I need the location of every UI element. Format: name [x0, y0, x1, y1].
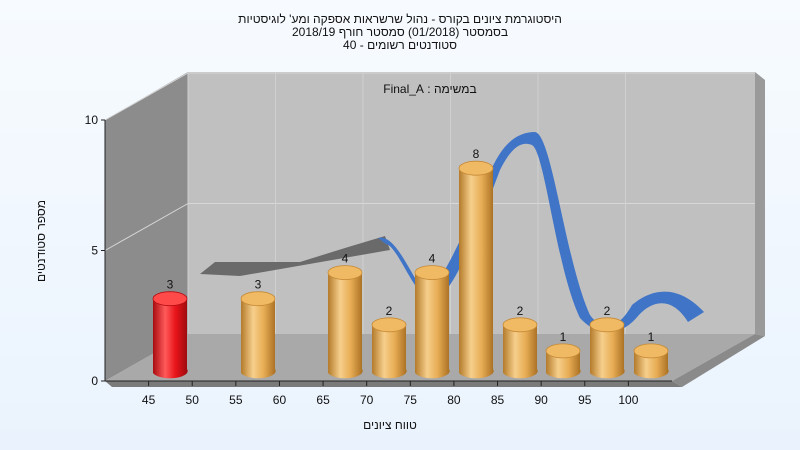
- chart-annotation: במשימה : Final_A: [383, 82, 477, 96]
- bar-value-label: 3: [255, 278, 262, 292]
- chart-title-line-2: בסמסטר (01/2018) סמסטר חורף 2018/19: [291, 25, 509, 39]
- x-axis-label: טווח ציונים: [363, 418, 417, 432]
- chart-title-line-1: היסטוגרמת ציונים בקורס - נהול שרשראות אס…: [238, 12, 562, 26]
- bar: 3: [152, 278, 188, 379]
- bar-value-label: 3: [167, 278, 174, 292]
- side-gridline: [104, 72, 189, 121]
- bar: 2: [502, 304, 538, 379]
- bar-body: [328, 270, 363, 379]
- bar-top: [152, 291, 188, 307]
- bar-body: [459, 166, 494, 379]
- y-tick-label: 5: [91, 244, 98, 258]
- x-tick-label: 50: [186, 393, 200, 407]
- bar-value-label: 2: [517, 304, 524, 318]
- curve-shadow: [200, 236, 390, 276]
- y-tick-label: 10: [85, 113, 99, 127]
- x-tick-label: 45: [142, 393, 156, 407]
- bar-value-label: 8: [473, 147, 480, 161]
- bar: 2: [589, 304, 625, 379]
- bar-value-label: 1: [560, 330, 567, 344]
- bar: 4: [327, 252, 363, 379]
- x-tick-label: 90: [534, 393, 548, 407]
- chart-title-line-3: סטודנטים רשומים - 40: [343, 38, 457, 52]
- bar-body: [372, 322, 407, 379]
- bar-body: [415, 270, 450, 379]
- bar-top: [371, 317, 407, 333]
- x-tick-label: 80: [447, 393, 461, 407]
- x-tick-label: 55: [229, 393, 243, 407]
- bar: 2: [371, 304, 407, 379]
- x-tick-label: 85: [491, 393, 505, 407]
- x-tick-label: 65: [316, 393, 330, 407]
- bar-value-label: 4: [342, 252, 349, 266]
- bar-body: [153, 296, 188, 379]
- side-gridline: [104, 203, 189, 251]
- floor-front-strip: [105, 381, 682, 387]
- bar-value-label: 2: [604, 304, 611, 318]
- x-tick-label: 60: [273, 393, 287, 407]
- bar-body: [503, 322, 538, 379]
- bar-body: [590, 322, 625, 379]
- bar: 8: [458, 147, 494, 379]
- bar: 1: [545, 330, 581, 379]
- bar: 4: [414, 252, 450, 379]
- front-edge: [672, 334, 765, 387]
- bar-top: [327, 265, 363, 281]
- bar: 1: [633, 330, 669, 379]
- bar-top: [414, 265, 450, 281]
- bar-top: [589, 317, 625, 333]
- right-edge: [755, 72, 765, 336]
- bar-value-label: 4: [429, 252, 436, 266]
- bar-top: [240, 291, 276, 307]
- bar-body: [241, 296, 276, 379]
- bar-value-label: 1: [648, 330, 655, 344]
- x-tick-label: 95: [578, 393, 592, 407]
- bar-top: [502, 317, 538, 333]
- bar-top: [545, 343, 581, 359]
- x-tick-label: 100: [618, 393, 638, 407]
- y-tick-label: 0: [91, 374, 98, 388]
- bar-value-label: 2: [386, 304, 393, 318]
- x-tick-label: 75: [404, 393, 418, 407]
- x-tick-label: 70: [360, 393, 374, 407]
- bar-top: [633, 343, 669, 359]
- bar: 3: [240, 278, 276, 379]
- y-axis-label: מספר סטודנטים: [34, 199, 48, 282]
- bar-top: [458, 160, 494, 176]
